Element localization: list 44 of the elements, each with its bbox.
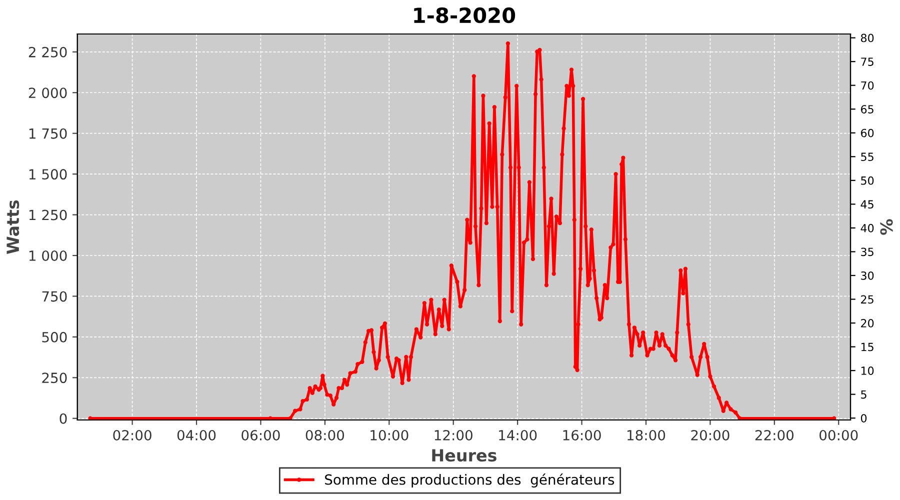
x-tick-label: 12:00 bbox=[434, 430, 472, 440]
y2-tick-label: 75 bbox=[861, 58, 874, 66]
x-tick-label: 20:00 bbox=[691, 430, 730, 440]
y-tick-label: 250 bbox=[42, 372, 67, 384]
x-tick-label: 02:00 bbox=[113, 430, 152, 440]
x-tick-label: 04:00 bbox=[177, 430, 216, 440]
x-tick-label: 16:00 bbox=[563, 430, 601, 440]
x-tick-label: 00:00 bbox=[820, 430, 858, 440]
legend-label: Somme des productions des générateurs bbox=[325, 474, 614, 488]
y2-tick-label: 35 bbox=[861, 248, 874, 256]
y2-tick-label: 55 bbox=[861, 152, 874, 162]
y2-tick-label: 70 bbox=[861, 81, 874, 90]
y2-tick-label: 15 bbox=[861, 342, 874, 352]
x-tick-label: 10:00 bbox=[370, 430, 408, 440]
y2-tick-label: 5 bbox=[861, 390, 866, 399]
y2-tick-label: 60 bbox=[861, 128, 874, 138]
y2-tick-label: 30 bbox=[861, 271, 874, 280]
chart-title: 1-8-2020 bbox=[414, 7, 516, 24]
y-tick-label: 750 bbox=[42, 291, 67, 302]
y2-tick-label: 25 bbox=[861, 295, 874, 304]
y-tick-label: 0 bbox=[60, 413, 67, 424]
y-tick-label: 2 250 bbox=[28, 46, 67, 58]
y2-tick-label: 65 bbox=[861, 105, 874, 114]
y-axis-title: Watts bbox=[6, 200, 20, 254]
y2-tick-label: 0 bbox=[860, 414, 867, 422]
x-tick-label: 14:00 bbox=[499, 430, 537, 440]
x-tick-label: 22:00 bbox=[755, 430, 794, 440]
y2-tick-label: 40 bbox=[860, 224, 874, 232]
y2-tick-label: 50 bbox=[861, 176, 874, 185]
y-tick-label: 1 000 bbox=[29, 250, 67, 261]
y2-tick-label: 45 bbox=[860, 200, 874, 209]
y-tick-label: 500 bbox=[42, 332, 67, 342]
y2-tick-label: 20 bbox=[861, 319, 874, 328]
y-tick-label: 1 250 bbox=[29, 210, 67, 220]
x-tick-label: 08:00 bbox=[306, 430, 344, 440]
y2-tick-label: 80 bbox=[860, 34, 874, 42]
y-tick-label: 1 500 bbox=[29, 169, 67, 180]
y-tick-label: 1 750 bbox=[29, 128, 67, 139]
x-axis-title: Heures bbox=[432, 449, 496, 462]
y-tick-label: 2 000 bbox=[28, 88, 67, 98]
x-tick-label: 18:00 bbox=[628, 430, 666, 440]
y2-axis-title: % bbox=[880, 219, 893, 235]
y2-tick-label: 10 bbox=[861, 366, 874, 375]
x-tick-label: 06:00 bbox=[242, 430, 280, 440]
